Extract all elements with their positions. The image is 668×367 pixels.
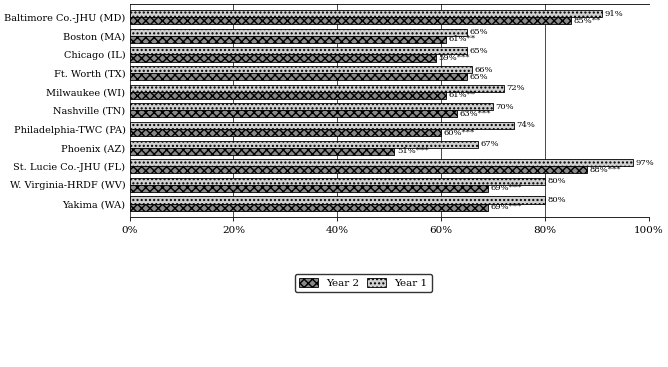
Bar [130, 196, 545, 204]
Text: 59%***: 59%*** [439, 54, 470, 62]
Bar [130, 204, 488, 211]
Bar [130, 178, 545, 185]
Bar [130, 36, 446, 43]
Bar [130, 166, 587, 173]
Text: 65%: 65% [470, 73, 488, 81]
Text: 72%: 72% [506, 84, 525, 92]
Text: 88%***: 88%*** [589, 166, 621, 174]
Text: 60%***: 60%*** [444, 128, 475, 137]
Bar [130, 10, 603, 17]
Bar [130, 129, 441, 136]
Text: 91%: 91% [605, 10, 623, 18]
Bar [130, 103, 493, 110]
Bar [130, 122, 514, 129]
Bar [130, 17, 571, 24]
Text: 80%: 80% [548, 177, 566, 185]
Text: 69%***: 69%*** [490, 203, 522, 211]
Text: 70%: 70% [496, 103, 514, 111]
Bar [130, 54, 436, 62]
Text: 69%***: 69%*** [490, 185, 522, 192]
Text: 67%: 67% [480, 140, 499, 148]
Bar [130, 47, 467, 54]
Bar [130, 29, 467, 36]
Bar [130, 185, 488, 192]
Bar [130, 141, 478, 148]
Text: 80%: 80% [548, 196, 566, 204]
Text: 74%: 74% [516, 121, 535, 130]
Bar [130, 110, 457, 117]
Bar [130, 159, 633, 166]
Text: 65%: 65% [470, 28, 488, 36]
Text: 97%: 97% [636, 159, 655, 167]
Text: 66%: 66% [475, 66, 494, 73]
Bar [130, 85, 504, 92]
Bar [130, 148, 395, 155]
Text: 85%**: 85%** [574, 17, 601, 25]
Text: 65%: 65% [470, 47, 488, 55]
Text: 51%***: 51%*** [397, 147, 429, 155]
Bar [130, 73, 467, 80]
Text: 61%**: 61%** [449, 35, 476, 43]
Bar [130, 66, 472, 73]
Text: 63%***: 63%*** [460, 110, 491, 118]
Text: 61%**: 61%** [449, 91, 476, 99]
Legend: Year 2, Year 1: Year 2, Year 1 [295, 273, 432, 292]
Bar [130, 92, 446, 99]
